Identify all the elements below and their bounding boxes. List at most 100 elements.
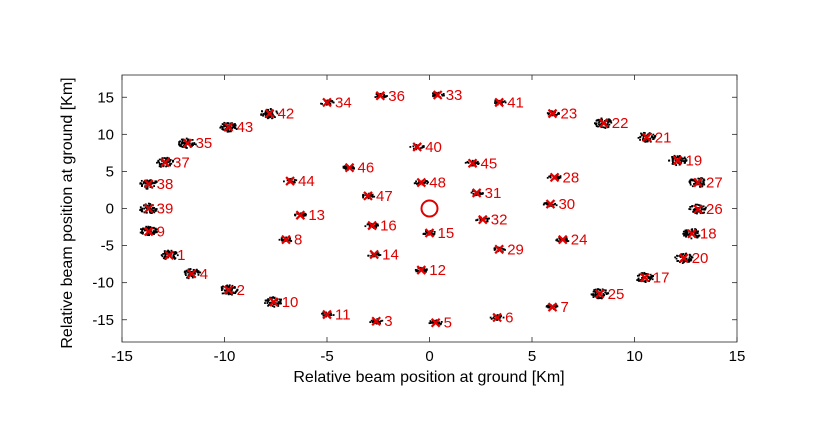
cluster-dot [280,302,282,305]
cluster-dot [181,145,184,148]
cluster-dot [494,102,496,104]
cluster-dot [141,228,144,231]
cluster-dot [148,227,150,230]
beam-label: 15 [438,225,455,242]
cluster-dot [288,239,290,242]
cluster-dot [139,206,142,209]
cluster-dot [332,314,335,316]
cluster-dot [637,136,640,139]
beam-marker [268,297,279,307]
cluster-dot [419,147,422,150]
plot-frame [121,74,738,343]
cluster-dot [644,140,647,143]
cluster-dot [441,94,444,97]
beam-label: 30 [558,196,575,213]
cluster-dot [689,179,692,182]
cluster-dot [694,203,697,206]
beam-label: 46 [358,160,375,177]
cluster-dot [376,252,378,255]
cluster-dot [228,130,231,133]
cluster-dot [229,122,232,125]
beam-label: 32 [491,212,508,229]
marker-stroke [547,108,558,119]
cluster-dot [424,181,427,183]
cluster-dot [288,238,291,241]
cluster-dot [269,116,271,119]
beam-marker [547,108,558,119]
cluster-dot [594,291,597,294]
marker-stroke [268,297,279,307]
cluster-dot [144,182,147,185]
cluster-dot [428,322,431,325]
cluster-dot [165,252,167,255]
beam-label: 13 [308,207,325,224]
cluster-dot [187,271,189,274]
cluster-dot [555,304,558,307]
cluster-dot [595,293,598,296]
cluster-dot [194,143,197,146]
beam-marker [412,142,422,152]
cluster-dot [610,121,613,124]
cluster-dot [695,234,698,237]
cluster-dot [503,100,506,103]
cluster-dot [597,297,600,300]
cluster-dot [680,159,683,162]
cluster-dot [691,178,694,181]
cluster-dot [474,161,477,164]
cluster-dot [283,180,285,183]
cluster-dot [417,270,419,273]
cluster-dot [430,321,433,324]
cluster-dot [377,252,380,255]
cluster-dot [493,247,496,250]
cluster-dot [476,219,479,222]
cluster-dot [424,181,426,184]
cluster-dot [675,257,678,260]
cluster-dot [277,305,280,307]
beam-marker [375,90,386,101]
cluster-dot [547,305,550,307]
cluster-dot [376,95,378,98]
cluster-dot [375,226,378,229]
cluster-dot [696,230,698,233]
cluster-dot [486,220,489,223]
cluster-dot [233,124,236,127]
cluster-dot [344,165,346,168]
cluster-dot [163,157,166,159]
cluster-dot [549,175,552,177]
cluster-dot [644,281,647,283]
cluster-dot [702,178,705,181]
cluster-dot [486,217,489,220]
cluster-dot [143,211,146,214]
cluster-dot [643,271,646,274]
cluster-dot [684,161,686,164]
cluster-dot [592,294,595,297]
cluster-dot [172,254,175,257]
cluster-dot [179,140,181,143]
y-tick-label: 0 [106,201,114,218]
cluster-dot [409,145,412,148]
cluster-dot [647,133,649,136]
cluster-dot [375,225,378,227]
beam-label: 19 [686,152,703,169]
cluster-dot [694,182,697,185]
cluster-dot [490,317,493,320]
cluster-dot [472,192,475,195]
cluster-dot [272,296,275,299]
cluster-dot [700,183,703,186]
marker-stroke [363,191,373,201]
cluster-dot [464,161,467,164]
cluster-dot [689,258,692,260]
cluster-dot [649,276,652,278]
beam-marker [143,179,154,189]
marker-stroke [639,272,650,283]
beam-label: 25 [608,286,625,303]
cluster-dot [702,205,705,208]
cluster-dot [597,295,600,298]
cluster-dot [197,273,200,276]
cluster-dot [191,139,194,141]
cluster-dot [153,206,156,209]
cluster-dot [285,236,288,239]
cluster-dot [442,92,445,95]
